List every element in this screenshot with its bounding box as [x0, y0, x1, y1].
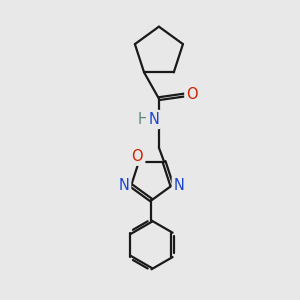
Text: H: H: [137, 112, 148, 127]
Text: O: O: [132, 149, 143, 164]
Text: N: N: [118, 178, 129, 193]
Text: N: N: [174, 178, 185, 193]
Text: N: N: [148, 112, 159, 127]
Text: O: O: [186, 87, 198, 102]
